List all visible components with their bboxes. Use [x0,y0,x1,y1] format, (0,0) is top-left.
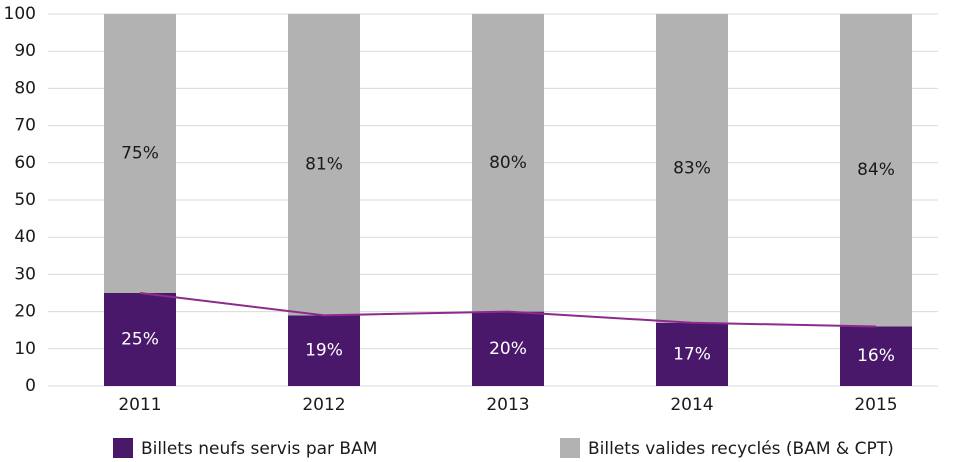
bar-segment [472,311,544,386]
value-label: 16% [857,346,895,366]
x-tick-label: 2015 [854,395,897,415]
y-tick-label: 100 [4,4,36,24]
x-tick-label: 2012 [302,395,345,415]
y-tick-label: 80 [14,78,36,98]
bar-segment [288,14,360,316]
value-label: 80% [489,153,527,173]
x-tick-label: 2014 [670,395,713,415]
y-tick-label: 40 [14,227,36,247]
bar-segment [656,322,728,386]
y-tick-label: 20 [14,302,36,322]
bar-segment [472,14,544,312]
y-tick-label: 10 [14,339,36,359]
x-tick-label: 2011 [118,395,161,415]
value-label: 81% [305,155,343,175]
value-label: 83% [673,158,711,178]
bar-segment [840,326,912,386]
trend-line [139,292,877,328]
y-tick-label: 50 [14,190,36,210]
legend-swatch [113,438,133,458]
x-tick-label: 2013 [486,395,529,415]
bar-segment [656,14,728,323]
y-tick-label: 60 [14,153,36,173]
legend-label: Billets neufs servis par BAM [141,439,377,459]
bar-segment [840,14,912,327]
value-label: 25% [121,330,159,350]
value-label: 75% [121,144,159,164]
value-label: 17% [673,344,711,364]
y-tick-label: 70 [14,116,36,136]
y-tick-label: 90 [14,41,36,61]
bar-segment [104,14,176,293]
bar-segment [288,315,360,386]
y-tick-label: 30 [14,264,36,284]
legend-swatch [560,438,580,458]
value-label: 20% [489,339,527,359]
y-tick-label: 0 [25,376,36,396]
value-label: 84% [857,160,895,180]
bar-segment [104,293,176,386]
legend-label: Billets valides recyclés (BAM & CPT) [588,439,894,459]
value-label: 19% [305,341,343,361]
